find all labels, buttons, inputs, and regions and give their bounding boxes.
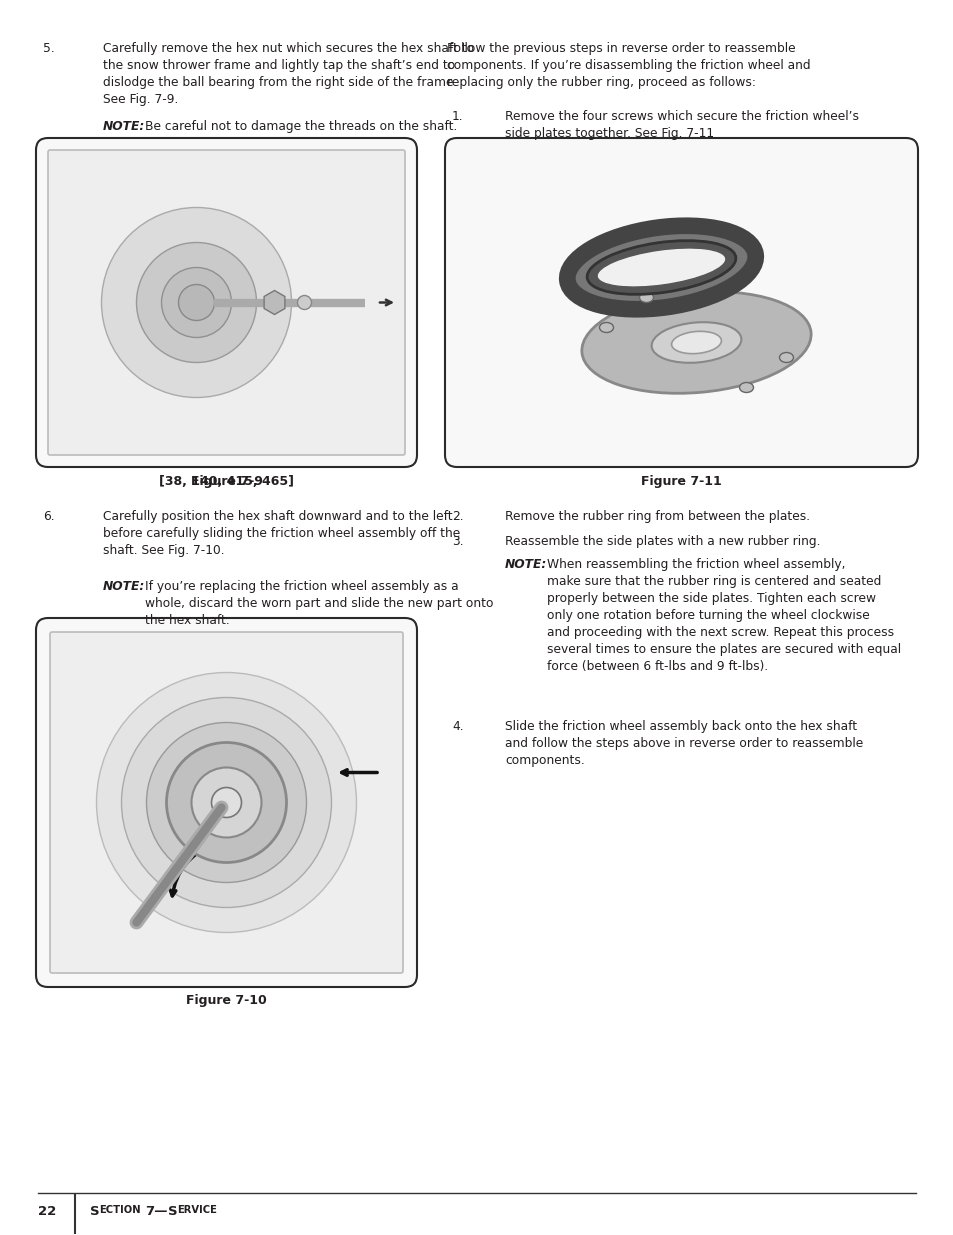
Circle shape	[136, 242, 256, 363]
Circle shape	[297, 295, 312, 310]
Text: Remove the four screws which secure the friction wheel’s
side plates together. S: Remove the four screws which secure the …	[504, 110, 858, 140]
Text: NOTE:: NOTE:	[504, 558, 547, 571]
Circle shape	[121, 698, 331, 908]
Circle shape	[161, 268, 232, 337]
Ellipse shape	[671, 331, 720, 353]
Text: ERVICE: ERVICE	[177, 1205, 216, 1215]
FancyBboxPatch shape	[444, 138, 917, 467]
Polygon shape	[264, 290, 285, 315]
Text: 22: 22	[38, 1205, 56, 1218]
Ellipse shape	[598, 322, 613, 332]
Text: NOTE:: NOTE:	[103, 580, 145, 593]
Text: Be careful not to damage the threads on the shaft.: Be careful not to damage the threads on …	[145, 120, 456, 133]
Text: When reassembling the friction wheel assembly,
make sure that the rubber ring is: When reassembling the friction wheel ass…	[546, 558, 901, 673]
Text: S: S	[168, 1205, 177, 1218]
Text: Follow the previous steps in reverse order to reassemble
components. If you’re d: Follow the previous steps in reverse ord…	[447, 42, 810, 89]
Ellipse shape	[586, 241, 735, 294]
Text: Reassemble the side plates with a new rubber ring.: Reassemble the side plates with a new ru…	[504, 535, 820, 548]
Text: 1.: 1.	[452, 110, 463, 124]
Ellipse shape	[739, 383, 753, 393]
Text: Slide the friction wheel assembly back onto the hex shaft
and follow the steps a: Slide the friction wheel assembly back o…	[504, 720, 862, 767]
Circle shape	[147, 722, 306, 883]
Text: S: S	[90, 1205, 99, 1218]
Text: [38, 140, 415, 465]: [38, 140, 415, 465]	[159, 475, 294, 488]
Circle shape	[212, 788, 241, 818]
Text: 3.: 3.	[452, 535, 463, 548]
Ellipse shape	[779, 352, 793, 363]
Circle shape	[178, 284, 214, 321]
Ellipse shape	[581, 291, 810, 393]
Text: NOTE:: NOTE:	[103, 120, 145, 133]
Circle shape	[192, 767, 261, 837]
Text: Remove the rubber ring from between the plates.: Remove the rubber ring from between the …	[504, 510, 809, 522]
Text: ECTION: ECTION	[99, 1205, 140, 1215]
Text: 2.: 2.	[452, 510, 463, 522]
Text: 5.: 5.	[43, 42, 54, 56]
Circle shape	[101, 207, 292, 398]
Ellipse shape	[597, 248, 725, 287]
FancyBboxPatch shape	[36, 618, 416, 987]
Text: If you’re replacing the friction wheel assembly as a
whole, discard the worn par: If you’re replacing the friction wheel a…	[145, 580, 493, 627]
Ellipse shape	[567, 226, 755, 309]
Text: Figure 7-10: Figure 7-10	[186, 994, 267, 1007]
Ellipse shape	[639, 293, 653, 303]
FancyBboxPatch shape	[50, 632, 402, 973]
FancyBboxPatch shape	[36, 138, 416, 467]
FancyBboxPatch shape	[48, 149, 405, 454]
Circle shape	[96, 673, 356, 932]
Text: 7—: 7—	[145, 1205, 168, 1218]
Ellipse shape	[651, 322, 740, 363]
Text: 4.: 4.	[452, 720, 463, 734]
Text: Figure 7-9: Figure 7-9	[191, 475, 262, 488]
Text: 6.: 6.	[43, 510, 54, 522]
Text: Figure 7-11: Figure 7-11	[640, 475, 721, 488]
Text: Carefully position the hex shaft downward and to the left
before carefully slidi: Carefully position the hex shaft downwar…	[103, 510, 459, 557]
Ellipse shape	[167, 742, 286, 862]
Text: Carefully remove the hex nut which secures the hex shaft to
the snow thrower fra: Carefully remove the hex nut which secur…	[103, 42, 474, 106]
